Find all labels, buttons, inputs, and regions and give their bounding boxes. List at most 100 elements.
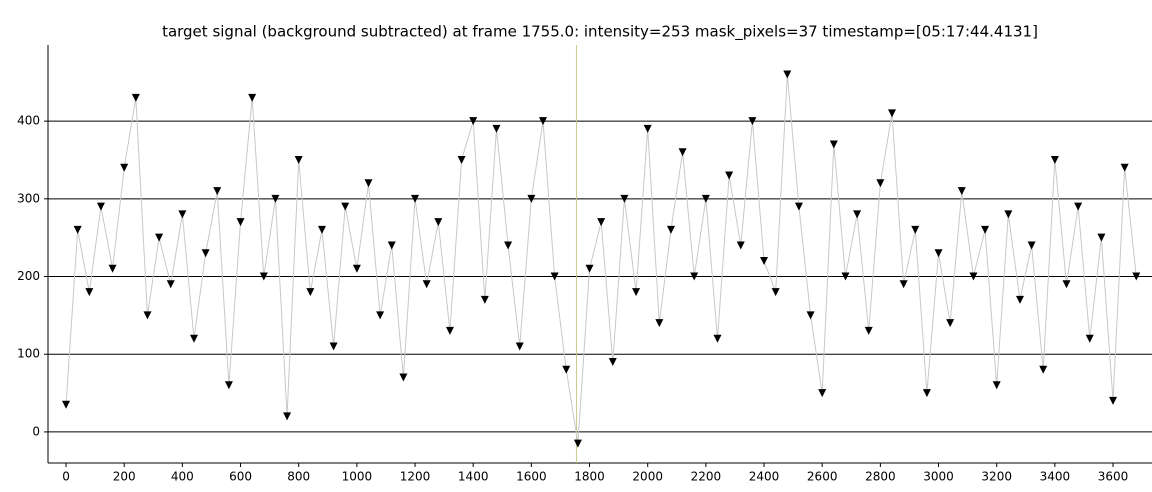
marker: [1004, 210, 1013, 219]
y-tick-label: 300: [17, 191, 40, 205]
marker: [376, 311, 385, 320]
marker: [271, 194, 280, 203]
marker: [1132, 272, 1141, 281]
marker: [585, 264, 594, 273]
marker: [248, 93, 257, 102]
x-tick-label: 800: [287, 470, 310, 484]
marker: [597, 218, 606, 227]
x-tick-label: 2400: [749, 470, 780, 484]
x-tick-label: 3600: [1098, 470, 1129, 484]
marker: [1015, 295, 1024, 304]
marker: [632, 288, 641, 297]
marker: [853, 210, 862, 219]
marker: [748, 117, 757, 126]
marker: [329, 342, 338, 351]
marker: [876, 179, 885, 188]
marker: [236, 218, 245, 227]
marker: [178, 210, 187, 219]
x-tick-label: 2000: [632, 470, 663, 484]
marker: [794, 202, 803, 211]
marker: [155, 233, 164, 242]
marker: [480, 295, 489, 304]
marker: [1062, 280, 1071, 289]
marker: [387, 241, 396, 250]
marker: [166, 280, 175, 289]
y-tick-label: 400: [17, 114, 40, 128]
marker: [864, 326, 873, 335]
marker: [1085, 334, 1094, 343]
x-tick-label: 0: [62, 470, 70, 484]
marker: [1027, 241, 1036, 250]
marker: [934, 249, 943, 258]
marker: [1050, 155, 1059, 164]
marker: [760, 256, 769, 265]
y-tick-label: 200: [17, 269, 40, 283]
marker: [725, 171, 734, 180]
marker: [341, 202, 350, 211]
marker: [666, 225, 675, 234]
marker: [690, 272, 699, 281]
x-tick-label: 1400: [458, 470, 489, 484]
marker: [1039, 365, 1048, 374]
marker: [713, 334, 722, 343]
marker: [352, 264, 361, 273]
x-tick-label: 2600: [807, 470, 838, 484]
marker: [829, 140, 838, 149]
y-tick-label: 100: [17, 347, 40, 361]
marker: [911, 225, 920, 234]
marker: [364, 179, 373, 188]
marker: [492, 124, 501, 133]
x-tick-label: 600: [229, 470, 252, 484]
marker: [643, 124, 652, 133]
marker: [1074, 202, 1083, 211]
marker: [818, 389, 827, 398]
marker: [422, 280, 431, 289]
x-tick-label: 2200: [691, 470, 722, 484]
marker: [1109, 396, 1118, 405]
marker: [504, 241, 513, 250]
marker: [445, 326, 454, 335]
marker: [85, 288, 94, 297]
x-tick-label: 2800: [865, 470, 896, 484]
marker: [96, 202, 105, 211]
marker: [946, 319, 955, 328]
marker: [317, 225, 326, 234]
marker: [573, 439, 582, 448]
x-tick-label: 1200: [400, 470, 431, 484]
marker: [1097, 233, 1106, 242]
marker: [434, 218, 443, 227]
marker: [108, 264, 117, 273]
marker: [841, 272, 850, 281]
marker: [678, 148, 687, 157]
marker: [620, 194, 629, 203]
marker: [783, 70, 792, 79]
marker: [562, 365, 571, 374]
marker: [224, 381, 233, 390]
signal-line: [65, 74, 1137, 444]
marker: [771, 288, 780, 297]
marker: [120, 163, 129, 172]
x-tick-label: 3200: [981, 470, 1012, 484]
marker: [201, 249, 210, 258]
marker: [399, 373, 408, 382]
x-tick-label: 200: [113, 470, 136, 484]
marker: [131, 93, 140, 102]
marker: [411, 194, 420, 203]
marker: [992, 381, 1001, 390]
x-tick-label: 1800: [574, 470, 605, 484]
marker: [259, 272, 268, 281]
marker: [1120, 163, 1129, 172]
marker: [969, 272, 978, 281]
marker: [283, 412, 292, 421]
marker: [957, 187, 966, 196]
chart-title: target signal (background subtracted) at…: [162, 23, 1038, 42]
marker: [608, 357, 617, 366]
x-tick-label: 1600: [516, 470, 547, 484]
marker: [887, 109, 896, 118]
marker: [515, 342, 524, 351]
marker: [736, 241, 745, 250]
marker: [213, 187, 222, 196]
marker: [189, 334, 198, 343]
